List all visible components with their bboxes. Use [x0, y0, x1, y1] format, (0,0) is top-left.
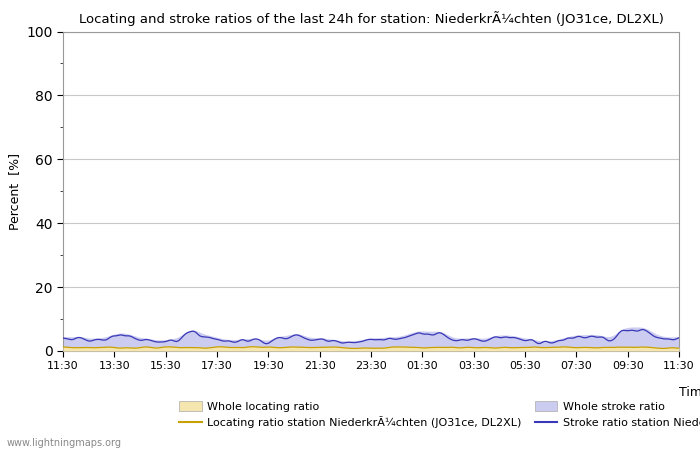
Y-axis label: Percent  [%]: Percent [%]	[8, 153, 21, 230]
Text: www.lightningmaps.org: www.lightningmaps.org	[7, 438, 122, 448]
Text: Time: Time	[679, 386, 700, 399]
Title: Locating and stroke ratios of the last 24h for station: NiederkrÃ¼chten (JO31ce,: Locating and stroke ratios of the last 2…	[78, 11, 664, 26]
Legend: Whole locating ratio, Locating ratio station NiederkrÃ¼chten (JO31ce, DL2XL), Wh: Whole locating ratio, Locating ratio sta…	[179, 401, 700, 428]
